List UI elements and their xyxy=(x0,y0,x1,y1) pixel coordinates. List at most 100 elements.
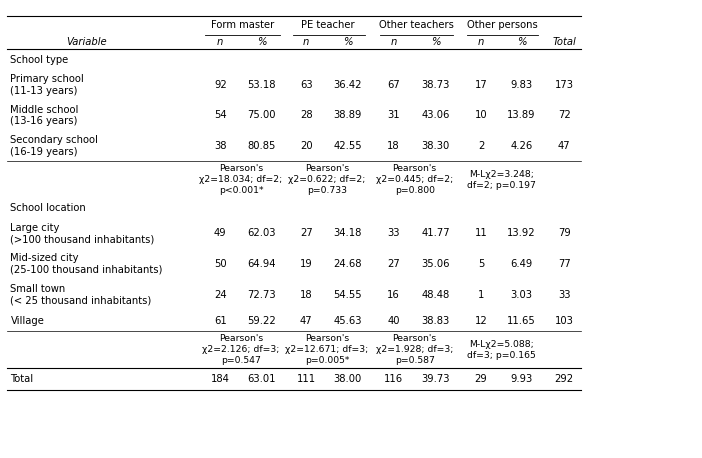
Text: 50: 50 xyxy=(214,259,227,269)
Text: 64.94: 64.94 xyxy=(247,259,276,269)
Text: 63.01: 63.01 xyxy=(247,374,276,384)
Text: 27: 27 xyxy=(300,229,312,239)
Text: 42.55: 42.55 xyxy=(333,141,362,151)
Text: 40: 40 xyxy=(388,316,400,326)
Text: 5: 5 xyxy=(478,259,484,269)
Text: Mid-sized city
(25-100 thousand inhabitants): Mid-sized city (25-100 thousand inhabita… xyxy=(11,253,163,275)
Text: 67: 67 xyxy=(388,80,400,90)
Text: Variable: Variable xyxy=(66,37,107,47)
Text: 48.48: 48.48 xyxy=(421,289,450,300)
Text: 43.06: 43.06 xyxy=(421,110,450,120)
Text: 35.06: 35.06 xyxy=(421,259,450,269)
Text: School location: School location xyxy=(11,203,86,213)
Text: 116: 116 xyxy=(384,374,403,384)
Text: Total: Total xyxy=(11,374,34,384)
Text: 24.68: 24.68 xyxy=(333,259,362,269)
Text: 38.83: 38.83 xyxy=(421,316,450,326)
Text: 29: 29 xyxy=(475,374,487,384)
Text: 33: 33 xyxy=(558,289,571,300)
Text: School type: School type xyxy=(11,55,69,65)
Text: 77: 77 xyxy=(558,259,571,269)
Text: %: % xyxy=(431,37,440,47)
Text: 34.18: 34.18 xyxy=(333,229,362,239)
Text: 36.42: 36.42 xyxy=(333,80,362,90)
Text: %: % xyxy=(517,37,526,47)
Text: 39.73: 39.73 xyxy=(421,374,450,384)
Text: 9.93: 9.93 xyxy=(510,374,533,384)
Text: 31: 31 xyxy=(388,110,400,120)
Text: 79: 79 xyxy=(558,229,571,239)
Text: 103: 103 xyxy=(555,316,574,326)
Text: 3.03: 3.03 xyxy=(510,289,533,300)
Text: 173: 173 xyxy=(555,80,574,90)
Text: 33: 33 xyxy=(388,229,400,239)
Text: Other persons: Other persons xyxy=(467,20,538,30)
Text: 49: 49 xyxy=(214,229,227,239)
Text: 38.30: 38.30 xyxy=(421,141,450,151)
Text: 54: 54 xyxy=(214,110,227,120)
Text: n: n xyxy=(390,37,397,47)
Text: n: n xyxy=(303,37,310,47)
Text: Pearson's
χ2=0.622; df=2;
p=0.733: Pearson's χ2=0.622; df=2; p=0.733 xyxy=(289,164,366,195)
Text: n: n xyxy=(478,37,484,47)
Text: Pearson's
χ2=1.928; df=3;
p=0.587: Pearson's χ2=1.928; df=3; p=0.587 xyxy=(376,334,453,365)
Text: Pearson's
χ2=12.671; df=3;
p=0.005*: Pearson's χ2=12.671; df=3; p=0.005* xyxy=(285,334,369,365)
Text: 80.85: 80.85 xyxy=(247,141,276,151)
Text: Small town
(< 25 thousand inhabitants): Small town (< 25 thousand inhabitants) xyxy=(11,284,152,305)
Text: Pearson's
χ2=18.034; df=2;
p<0.001*: Pearson's χ2=18.034; df=2; p<0.001* xyxy=(199,164,282,195)
Text: Village: Village xyxy=(11,316,44,326)
Text: Form master: Form master xyxy=(211,20,274,30)
Text: 17: 17 xyxy=(475,80,487,90)
Text: 24: 24 xyxy=(214,289,227,300)
Text: Pearson's
χ2=0.445; df=2;
p=0.800: Pearson's χ2=0.445; df=2; p=0.800 xyxy=(376,164,453,195)
Text: Primary school
(11-13 years): Primary school (11-13 years) xyxy=(11,74,84,96)
Text: Total: Total xyxy=(552,37,576,47)
Text: 72: 72 xyxy=(558,110,571,120)
Text: 9.83: 9.83 xyxy=(510,80,533,90)
Text: 63: 63 xyxy=(300,80,312,90)
Text: 27: 27 xyxy=(388,259,400,269)
Text: M-Lχ2=3.248;
df=2; p=0.197: M-Lχ2=3.248; df=2; p=0.197 xyxy=(467,169,536,190)
Text: 4.26: 4.26 xyxy=(510,141,533,151)
Text: 59.22: 59.22 xyxy=(247,316,276,326)
Text: 19: 19 xyxy=(300,259,312,269)
Text: 61: 61 xyxy=(214,316,227,326)
Text: Pearson's
χ2=2.126; df=3;
p=0.547: Pearson's χ2=2.126; df=3; p=0.547 xyxy=(202,334,279,365)
Text: 13.92: 13.92 xyxy=(508,229,536,239)
Text: 53.18: 53.18 xyxy=(247,80,276,90)
Text: Other teachers: Other teachers xyxy=(379,20,453,30)
Text: 13.89: 13.89 xyxy=(508,110,536,120)
Text: 75.00: 75.00 xyxy=(247,110,276,120)
Text: 12: 12 xyxy=(475,316,487,326)
Text: 41.77: 41.77 xyxy=(421,229,450,239)
Text: Large city
(>100 thousand inhabitants): Large city (>100 thousand inhabitants) xyxy=(11,223,154,244)
Text: 11.65: 11.65 xyxy=(508,316,536,326)
Text: 92: 92 xyxy=(214,80,227,90)
Text: Secondary school
(16-19 years): Secondary school (16-19 years) xyxy=(11,135,98,157)
Text: 38.00: 38.00 xyxy=(333,374,362,384)
Text: Middle school
(13-16 years): Middle school (13-16 years) xyxy=(11,104,79,126)
Text: M-Lχ2=5.088;
df=3; p=0.165: M-Lχ2=5.088; df=3; p=0.165 xyxy=(467,340,536,360)
Text: 11: 11 xyxy=(475,229,487,239)
Text: 47: 47 xyxy=(558,141,571,151)
Text: 16: 16 xyxy=(388,289,400,300)
Text: 28: 28 xyxy=(300,110,312,120)
Text: 20: 20 xyxy=(300,141,312,151)
Text: 54.55: 54.55 xyxy=(333,289,362,300)
Text: %: % xyxy=(257,37,266,47)
Text: 2: 2 xyxy=(478,141,484,151)
Text: 292: 292 xyxy=(555,374,574,384)
Text: 10: 10 xyxy=(475,110,487,120)
Text: 111: 111 xyxy=(297,374,316,384)
Text: n: n xyxy=(217,37,223,47)
Text: 47: 47 xyxy=(300,316,312,326)
Text: 62.03: 62.03 xyxy=(247,229,276,239)
Text: 18: 18 xyxy=(388,141,400,151)
Text: %: % xyxy=(343,37,352,47)
Text: 72.73: 72.73 xyxy=(247,289,276,300)
Text: PE teacher: PE teacher xyxy=(301,20,355,30)
Text: 184: 184 xyxy=(211,374,230,384)
Text: 38: 38 xyxy=(214,141,227,151)
Text: 1: 1 xyxy=(478,289,484,300)
Text: 45.63: 45.63 xyxy=(333,316,362,326)
